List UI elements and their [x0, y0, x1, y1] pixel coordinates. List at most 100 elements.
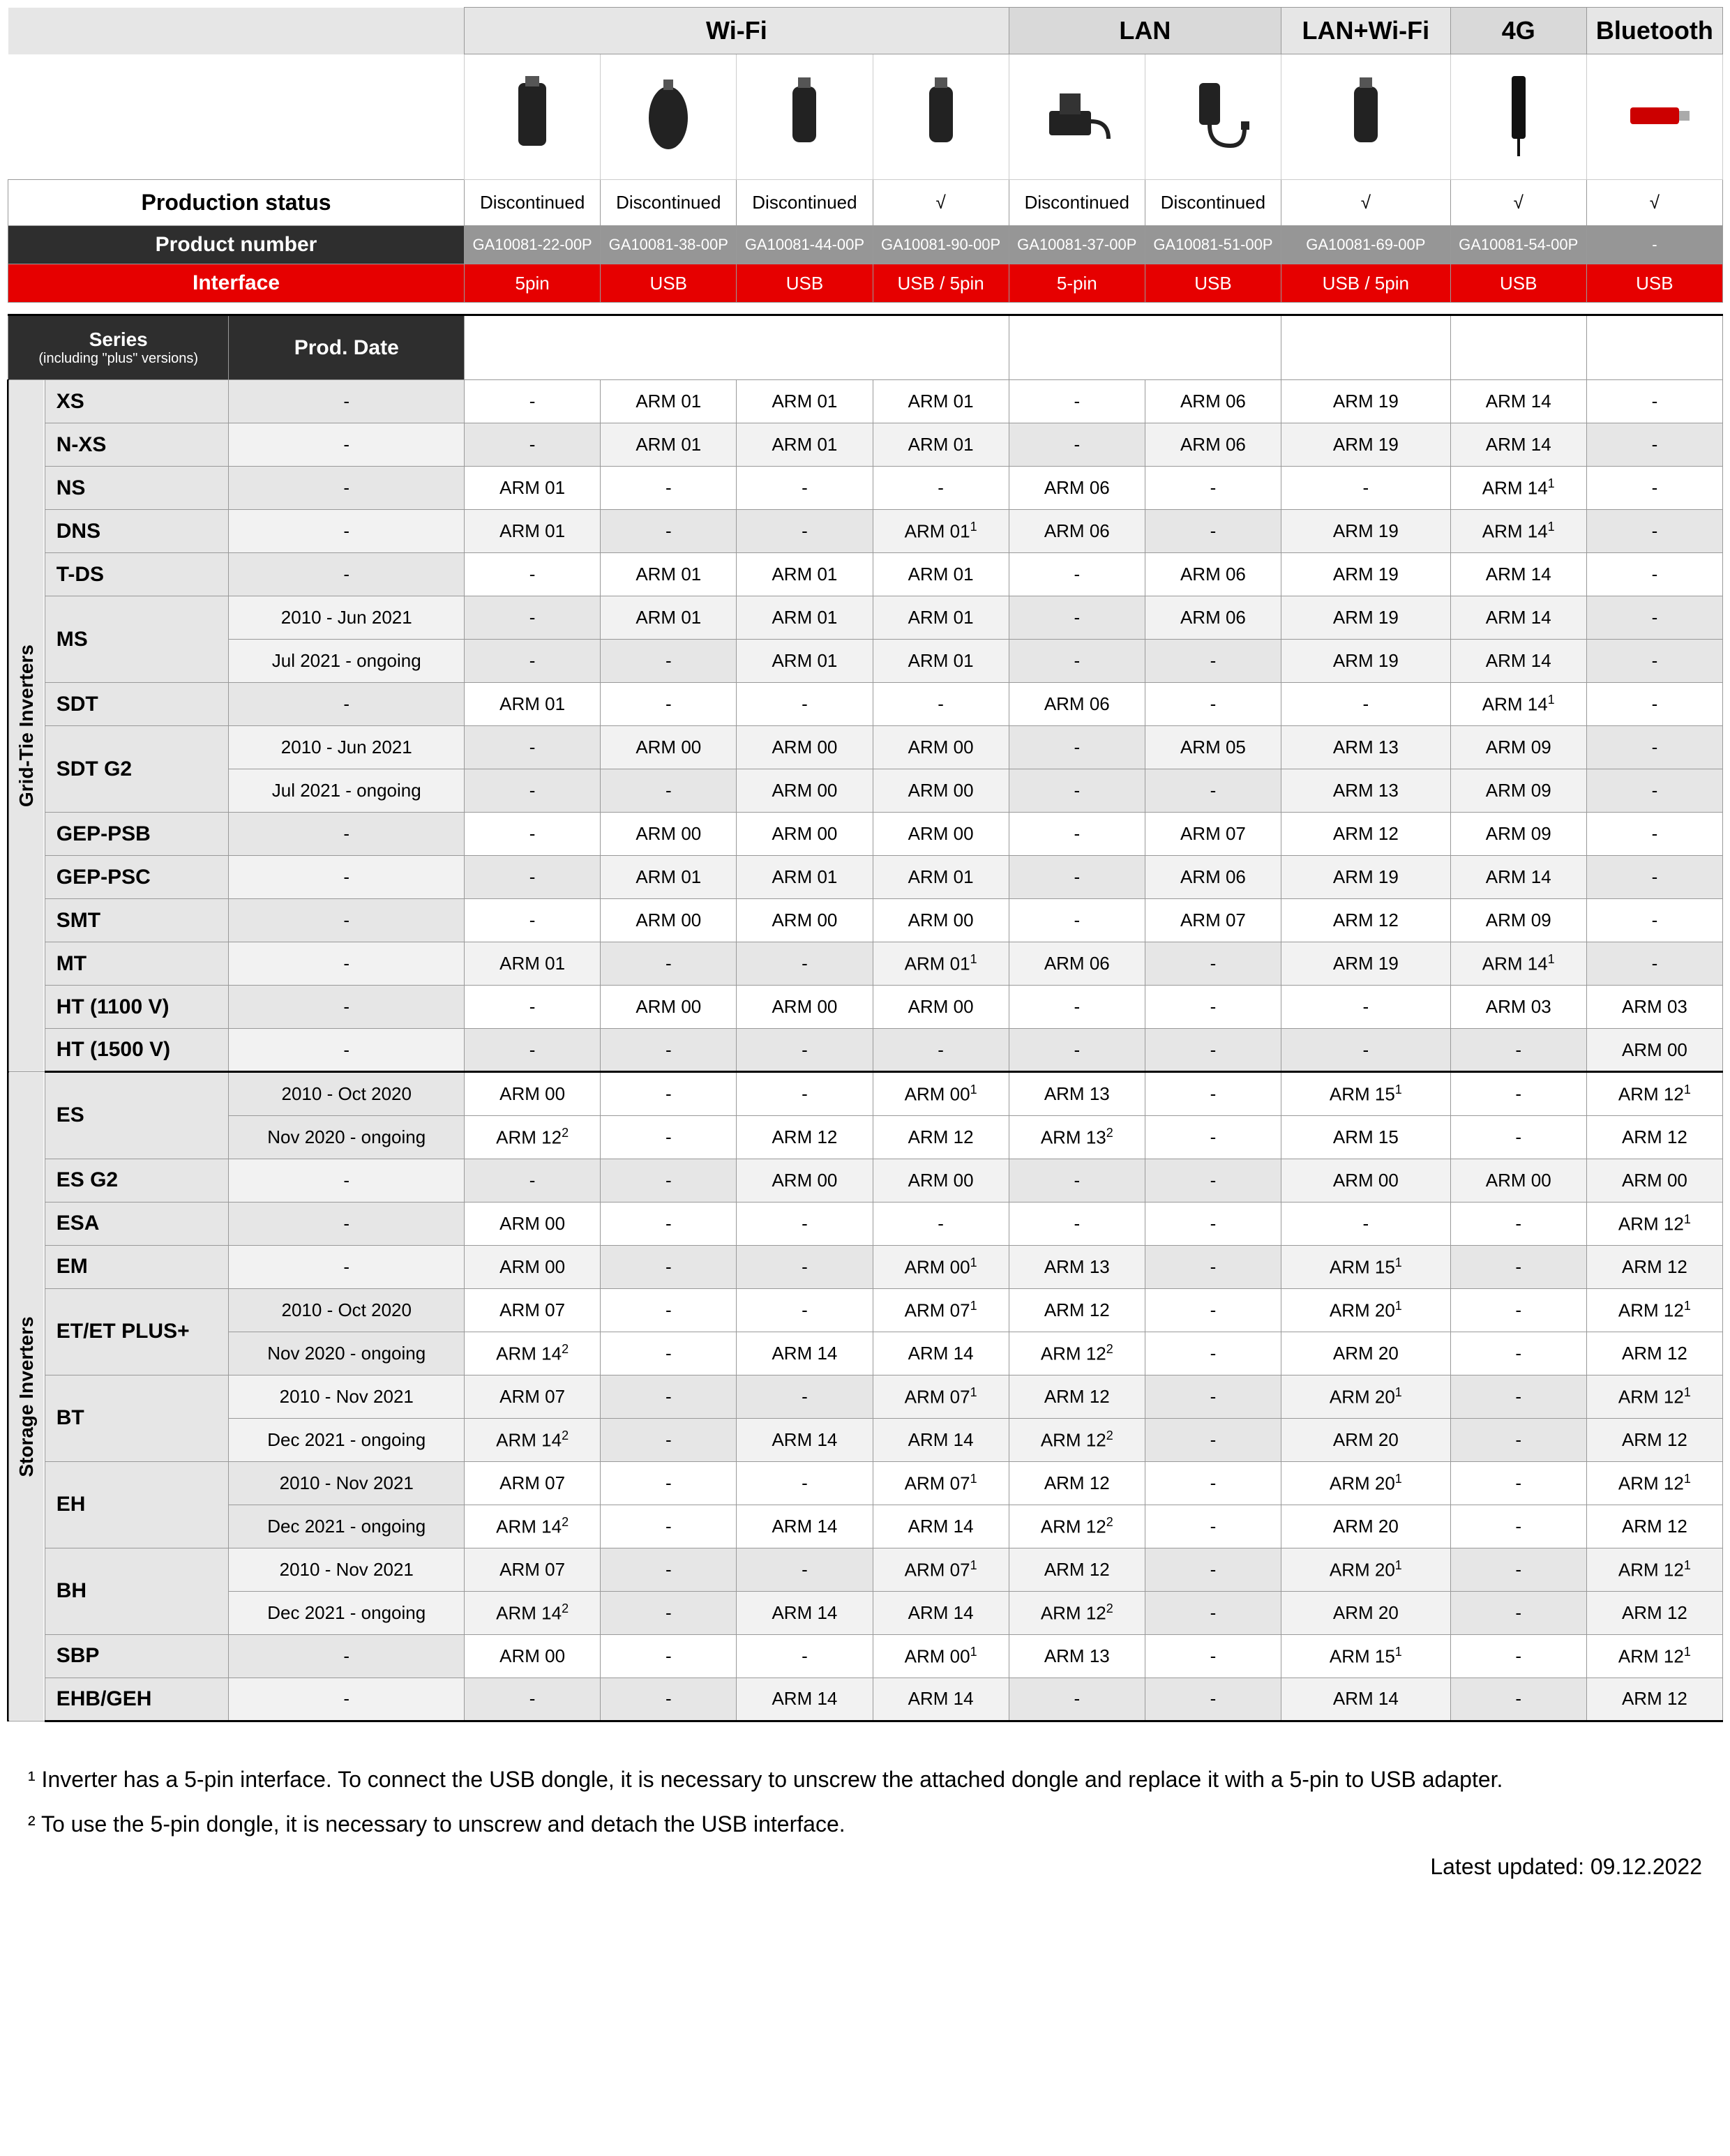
- data-cell: -: [873, 467, 1009, 510]
- data-cell: ARM 12: [1009, 1288, 1145, 1332]
- data-cell: ARM 01: [601, 423, 737, 467]
- data-cell: -: [1145, 1288, 1281, 1332]
- data-cell: ARM 071: [873, 1288, 1009, 1332]
- data-cell: ARM 13: [1281, 769, 1451, 813]
- data-cell: ARM 121: [1586, 1288, 1722, 1332]
- data-cell: -: [737, 1288, 873, 1332]
- data-cell: -: [601, 1332, 737, 1375]
- dongle-image: [1450, 54, 1586, 180]
- data-cell: ARM 06: [1145, 423, 1281, 467]
- prod-date: -: [229, 1159, 465, 1202]
- data-cell: -: [1009, 1029, 1145, 1072]
- dongle-image: [465, 54, 601, 180]
- data-cell: -: [1009, 813, 1145, 856]
- data-cell: -: [1450, 1202, 1586, 1245]
- data-cell: -: [465, 596, 601, 640]
- data-cell: ARM 01: [873, 640, 1009, 683]
- production-status-value: √: [873, 180, 1009, 226]
- data-cell: ARM 00: [873, 726, 1009, 769]
- data-cell: ARM 142: [465, 1332, 601, 1375]
- dongle-icon: [759, 69, 850, 165]
- dongle-image: [737, 54, 873, 180]
- data-cell: -: [1586, 769, 1722, 813]
- interface-row: Interface5pinUSBUSBUSB / 5pin5-pinUSBUSB…: [8, 264, 1723, 303]
- data-cell: -: [601, 1072, 737, 1116]
- data-cell: -: [1281, 683, 1451, 726]
- data-cell: ARM 00: [465, 1202, 601, 1245]
- data-cell: ARM 12: [1586, 1115, 1722, 1159]
- data-cell: ARM 12: [1009, 1461, 1145, 1505]
- data-cell: -: [1450, 1245, 1586, 1288]
- data-cell: ARM 00: [465, 1634, 601, 1678]
- prod-date: 2010 - Oct 2020: [229, 1072, 465, 1116]
- production-status-value: √: [1281, 180, 1451, 226]
- product-number-value: GA10081-51-00P: [1145, 226, 1281, 264]
- product-number-value: GA10081-90-00P: [873, 226, 1009, 264]
- data-cell: -: [1145, 769, 1281, 813]
- data-cell: -: [1586, 553, 1722, 596]
- data-cell: ARM 12: [1586, 1591, 1722, 1634]
- series-name: MS: [45, 596, 229, 683]
- data-cell: ARM 00: [465, 1072, 601, 1116]
- category-label: Storage Inverters: [8, 1072, 45, 1721]
- data-cell: -: [1145, 1375, 1281, 1418]
- column-header-row: Series(including "plus" versions)Prod. D…: [8, 315, 1723, 380]
- data-cell: -: [601, 1115, 737, 1159]
- data-cell: ARM 01: [465, 683, 601, 726]
- data-cell: ARM 071: [873, 1548, 1009, 1591]
- data-cell: ARM 19: [1281, 510, 1451, 553]
- series-name: SBP: [45, 1634, 229, 1678]
- data-cell: ARM 19: [1281, 856, 1451, 899]
- data-cell: -: [1450, 1072, 1586, 1116]
- table-row: SMT--ARM 00ARM 00ARM 00-ARM 07ARM 12ARM …: [8, 899, 1723, 942]
- interface-value: USB: [601, 264, 737, 303]
- data-cell: -: [465, 380, 601, 423]
- prod-date: 2010 - Nov 2021: [229, 1548, 465, 1591]
- data-cell: -: [1145, 683, 1281, 726]
- table-row: Dec 2021 - ongoingARM 142-ARM 14ARM 14AR…: [8, 1591, 1723, 1634]
- data-cell: ARM 00: [1450, 1159, 1586, 1202]
- data-cell: ARM 01: [601, 380, 737, 423]
- data-cell: ARM 06: [1009, 683, 1145, 726]
- dongle-icon: [487, 69, 578, 165]
- data-cell: ARM 07: [465, 1375, 601, 1418]
- data-cell: -: [1450, 1505, 1586, 1548]
- data-cell: -: [601, 1634, 737, 1678]
- data-cell: -: [737, 510, 873, 553]
- data-cell: ARM 14: [1450, 553, 1586, 596]
- category-label: Grid-Tie Inverters: [8, 380, 45, 1072]
- series-name: GEP-PSC: [45, 856, 229, 899]
- data-cell: -: [1009, 640, 1145, 683]
- data-cell: -: [1450, 1418, 1586, 1461]
- data-cell: -: [1586, 380, 1722, 423]
- data-cell: ARM 01: [601, 553, 737, 596]
- data-cell: ARM 14: [873, 1591, 1009, 1634]
- table-row: ET/ET PLUS+2010 - Oct 2020ARM 07--ARM 07…: [8, 1288, 1723, 1332]
- table-row: SBP-ARM 00--ARM 001ARM 13-ARM 151-ARM 12…: [8, 1634, 1723, 1678]
- data-cell: ARM 06: [1009, 467, 1145, 510]
- data-cell: ARM 09: [1450, 726, 1586, 769]
- prod-date: -: [229, 553, 465, 596]
- data-cell: ARM 00: [873, 899, 1009, 942]
- series-name: NS: [45, 467, 229, 510]
- interface-value: USB / 5pin: [1281, 264, 1451, 303]
- data-cell: -: [1009, 1678, 1145, 1721]
- data-cell: ARM 13: [1281, 726, 1451, 769]
- data-cell: ARM 20: [1281, 1418, 1451, 1461]
- data-cell: ARM 12: [1281, 899, 1451, 942]
- data-cell: ARM 13: [1009, 1245, 1145, 1288]
- data-cell: ARM 01: [873, 856, 1009, 899]
- data-cell: ARM 14: [737, 1418, 873, 1461]
- data-cell: ARM 14: [1450, 380, 1586, 423]
- data-cell: ARM 12: [1586, 1678, 1722, 1721]
- data-cell: ARM 20: [1281, 1505, 1451, 1548]
- data-cell: -: [1450, 1634, 1586, 1678]
- prod-date: 2010 - Jun 2021: [229, 726, 465, 769]
- data-cell: ARM 19: [1281, 596, 1451, 640]
- data-cell: -: [601, 1375, 737, 1418]
- data-cell: ARM 14: [1450, 423, 1586, 467]
- data-cell: ARM 03: [1586, 986, 1722, 1029]
- data-cell: ARM 03: [1450, 986, 1586, 1029]
- data-cell: ARM 14: [873, 1505, 1009, 1548]
- data-cell: ARM 142: [465, 1591, 601, 1634]
